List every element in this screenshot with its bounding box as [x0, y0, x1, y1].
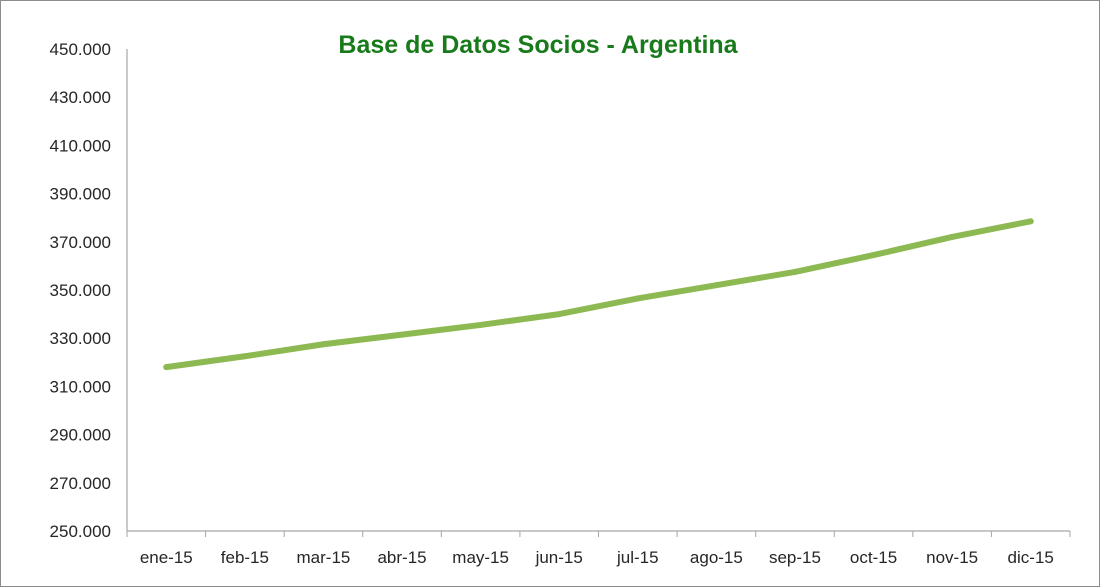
- x-tick-label: oct-15: [850, 548, 897, 567]
- x-tick-label: may-15: [452, 548, 509, 567]
- series-line: [163, 218, 1034, 371]
- y-tick-label: 450.000: [50, 40, 111, 59]
- x-tick-label: abr-15: [377, 548, 426, 567]
- chart-title: Base de Datos Socios - Argentina: [338, 31, 738, 59]
- y-tick-label: 250.000: [50, 522, 111, 541]
- x-axis: ene-15 feb-15 mar-15 abr-15 may-15 jun-15 jul-…: [126, 530, 1071, 567]
- data-point: [870, 252, 877, 259]
- x-tick-label: dic-15: [1008, 548, 1054, 567]
- x-tick-label: ene-15: [140, 548, 193, 567]
- y-axis: 250.000 270.000 290.000 310.000 330.000 350.0…: [50, 40, 128, 541]
- x-tick-label: jun-15: [535, 548, 583, 567]
- data-point: [713, 282, 720, 289]
- y-tick-label: 270.000: [50, 474, 111, 493]
- x-tick-label: ago-15: [690, 548, 743, 567]
- y-tick-label: 390.000: [50, 185, 111, 204]
- y-tick-label: 410.000: [50, 136, 111, 155]
- y-tick-label: 350.000: [50, 281, 111, 300]
- data-point: [634, 295, 641, 302]
- x-tick-label: jul-15: [616, 548, 659, 567]
- x-tick-label: sep-15: [769, 548, 821, 567]
- data-point: [241, 353, 248, 360]
- data-point: [399, 331, 406, 338]
- y-tick-label: 370.000: [50, 233, 111, 252]
- data-point: [477, 321, 484, 328]
- data-point: [556, 311, 563, 318]
- x-tick-label: feb-15: [221, 548, 269, 567]
- x-tick-label: mar-15: [297, 548, 351, 567]
- data-point: [163, 364, 170, 371]
- series-layer: [163, 218, 1034, 371]
- y-tick-label: 290.000: [50, 426, 111, 445]
- y-tick-label: 310.000: [50, 377, 111, 396]
- y-tick-label: 430.000: [50, 88, 111, 107]
- data-point: [1027, 218, 1034, 225]
- x-tick-label: nov-15: [926, 548, 978, 567]
- y-tick-label: 330.000: [50, 329, 111, 348]
- data-point: [949, 233, 956, 240]
- data-point: [320, 341, 327, 348]
- data-point: [791, 268, 798, 275]
